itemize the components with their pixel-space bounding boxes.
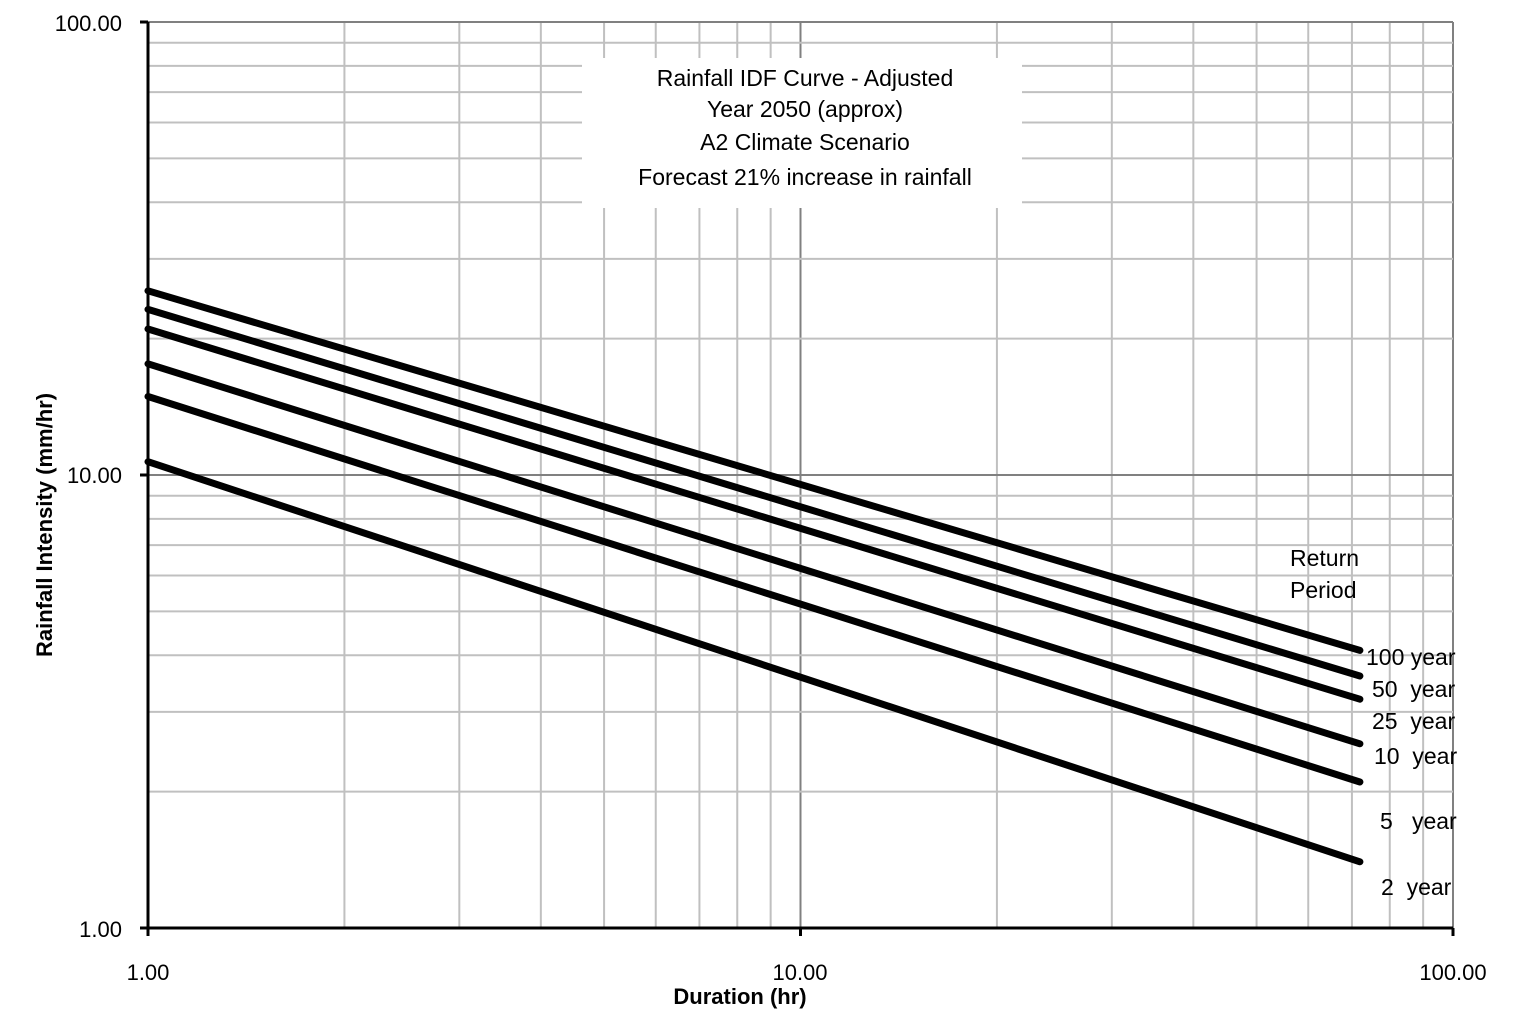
x-tick-100: 100.00 <box>1419 960 1486 985</box>
x-tick-10: 10.00 <box>772 960 827 985</box>
series-line-10-year <box>144 360 1364 748</box>
y-tick-10: 10.00 <box>67 463 122 488</box>
series-label-50-year: 50 year <box>1372 676 1455 702</box>
x-axis-title: Duration (hr) <box>673 984 806 1009</box>
series-group <box>144 287 1364 866</box>
series-line-100-year <box>144 287 1364 654</box>
series-line-25-year <box>144 325 1364 703</box>
y-tick-100: 100.00 <box>55 11 122 36</box>
series-label-10-year: 10 year <box>1374 743 1457 769</box>
series-line-2-year <box>144 458 1364 866</box>
title-background <box>582 58 1022 208</box>
y-axis-title: Rainfall Intensity (mm/hr) <box>32 393 57 657</box>
title-line-4: Forecast 21% increase in rainfall <box>638 164 972 190</box>
x-tick-1: 1.00 <box>127 960 170 985</box>
series-line-50-year <box>144 305 1364 680</box>
title-line-2: Year 2050 (approx) <box>707 96 903 122</box>
series-label-5-year: 5 year <box>1380 808 1457 834</box>
legend-heading-line-1: Return <box>1290 545 1359 571</box>
title-box: Rainfall IDF Curve - Adjusted Year 2050 … <box>582 58 1022 208</box>
series-line-5-year <box>144 393 1364 786</box>
series-label-2-year: 2 year <box>1381 874 1452 900</box>
title-line-1: Rainfall IDF Curve - Adjusted <box>657 65 954 91</box>
y-tick-1: 1.00 <box>79 917 122 942</box>
series-label-25-year: 25 year <box>1372 708 1455 734</box>
legend-heading-line-2: Period <box>1290 577 1356 603</box>
title-line-3: A2 Climate Scenario <box>700 129 910 155</box>
series-label-100-year: 100 year <box>1366 644 1456 670</box>
axes <box>140 20 1455 936</box>
